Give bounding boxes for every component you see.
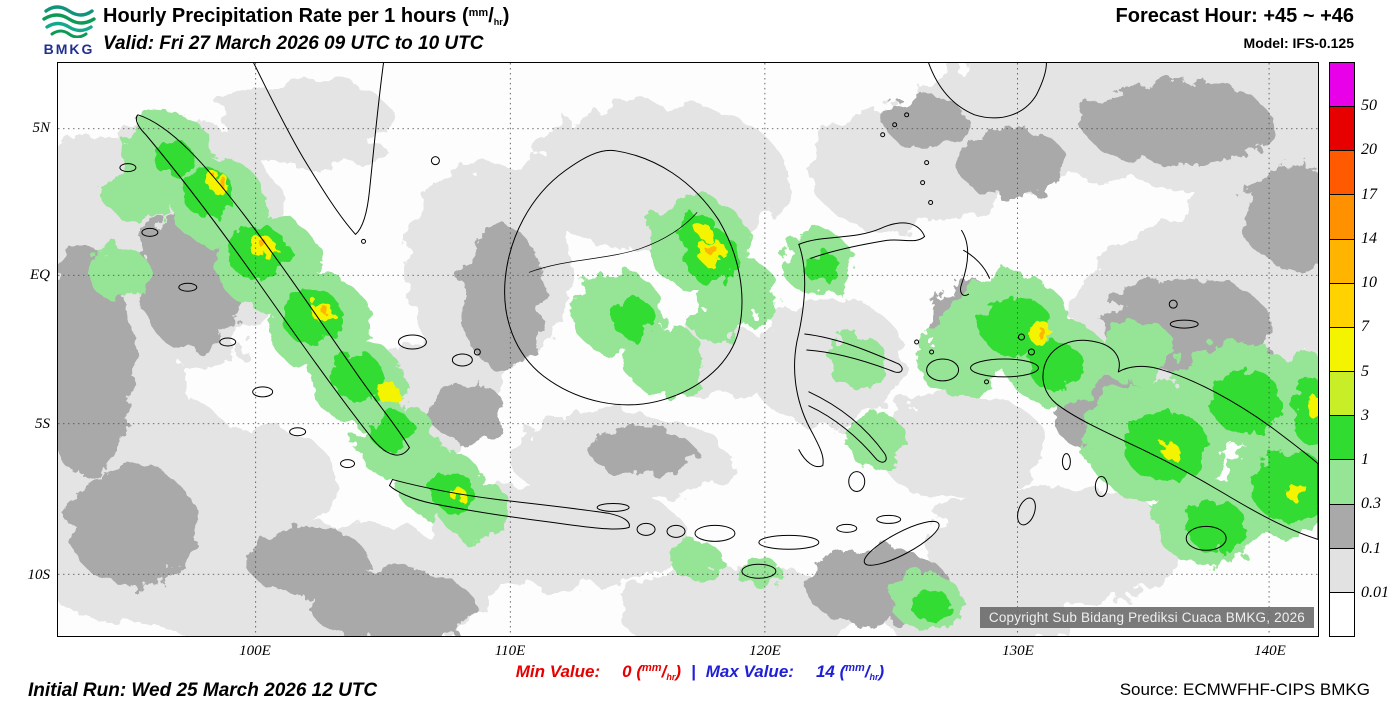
legend-labels: 50 20 17 14 10 7 5 3 1 0.3 0.1 0.01 [1361,62,1399,637]
precipitation-map [58,63,1318,636]
unit-slash: / [661,662,667,681]
precip-layer-orange [215,175,1049,341]
unit-close: ) [675,662,681,681]
unit-close: ) [502,5,510,27]
unit-mm: mm [845,662,865,674]
legend-label: 7 [1361,318,1369,336]
max-value: 14 [815,662,840,681]
lon-label-110e: 110E [494,643,526,659]
map-frame: Copyright Sub Bidang Prediksi Cuaca BMKG… [57,62,1319,637]
legend-color-block [1330,504,1354,549]
legend-color-block [1330,151,1354,196]
unit-close: ) [878,662,885,681]
unit-hr: hr [493,17,503,27]
min-value: 0 [622,662,637,681]
bmkg-logo: BMKG [36,2,102,58]
legend-color-block [1330,548,1354,593]
legend-label: 3 [1361,406,1369,424]
forecast-hour-label: Forecast Hour: +45 ~ +46 [1115,5,1354,27]
legend-color-block [1330,327,1354,373]
legend-label: 14 [1361,229,1377,247]
copyright-badge: Copyright Sub Bidang Prediksi Cuaca BMKG… [979,607,1314,628]
legend-color-block [1330,460,1354,505]
legend-color-block [1330,592,1354,637]
coastlines [119,63,1318,579]
legend-label: 0.01 [1361,583,1389,601]
legend-bar [1329,62,1355,637]
lon-label-120e: 120E [749,643,781,659]
legend-label: 1 [1361,451,1369,469]
page-title: Hourly Precipitation Rate per 1 hours (m… [103,5,509,28]
legend-color-block [1330,107,1354,152]
legend-color-block [1330,283,1354,328]
unit-open: ( [636,662,643,681]
lat-label-10s: 10S [27,567,51,583]
unit-mm: mm [642,662,662,674]
unit-mm: mm [468,7,489,19]
legend-label: 17 [1361,185,1377,203]
bmkg-logo-label: BMKG [43,41,95,57]
legend-color-block [1330,372,1354,417]
unit-mm-per-hr: (mm/hr) [462,5,509,27]
graticule-gridlines [58,63,1318,636]
model-label: Model: IFS-0.125 [1243,35,1354,51]
legend-color-block [1330,195,1354,240]
legend-color-block [1330,239,1354,284]
legend-label: 10 [1361,274,1377,292]
lat-label-5n: 5N [32,120,50,136]
page-title-text: Hourly Precipitation Rate per 1 hours [103,5,462,27]
unit-open: ( [461,5,469,27]
minmax-line: Min Value: 0 (mm/hr) | Max Value: 14 (mm/hr) [516,662,884,682]
unit-hr: hr [666,672,676,682]
max-unit: (mm/hr) [839,662,885,682]
unit-slash: / [864,662,870,681]
precip-layer-gray [58,80,1318,636]
max-value-label: Max Value: [705,662,794,681]
unit-open: ( [839,662,846,681]
min-value-label: Min Value: [515,662,601,681]
valid-time-subtitle: Valid: Fri 27 March 2026 09 UTC to 10 UT… [103,33,484,54]
bmkg-logo-icon [42,5,96,39]
lon-label-100e: 100E [239,643,271,659]
legend-label: 20 [1361,141,1377,159]
source-credit: Source: ECMWFHF-CIPS BMKG [1119,680,1370,699]
minmax-separator: | [690,662,696,681]
initial-run-label: Initial Run: Wed 25 March 2026 12 UTC [28,680,378,701]
legend-label: 50 [1361,97,1377,115]
legend-color-block [1330,63,1354,108]
lat-label-eq: EQ [30,267,50,283]
unit-slash: / [488,5,494,27]
legend-label: 0.3 [1361,495,1381,513]
legend-color-block [1330,416,1354,461]
legend-label: 5 [1361,362,1369,380]
lat-label-5s: 5S [35,416,50,432]
min-unit: (mm/hr) [636,662,681,682]
unit-hr: hr [869,672,879,682]
lon-label-140e: 140E [1254,643,1286,659]
legend-label: 0.1 [1361,539,1381,557]
lon-label-130e: 130E [1002,643,1034,659]
